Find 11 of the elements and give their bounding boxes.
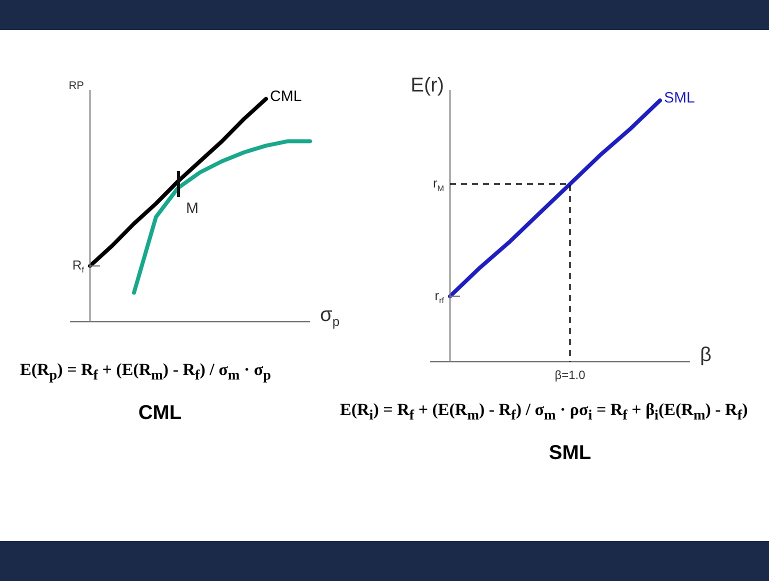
annotation: M — [186, 200, 198, 217]
text: SML — [548, 442, 592, 466]
text: CML — [138, 402, 182, 424]
text: E(R$_{p}$) = R$_{f}$ + (E(R$_{m}$) - R$_{f}$) / σ$_{m}$ · σ$_{p}$ — [20, 360, 271, 384]
y-axis-title: RP — [68, 80, 84, 92]
series-label: SML — [664, 90, 695, 107]
x-axis-title: β — [700, 344, 712, 366]
text: E(R$_{i}$) = R$_{f}$ + (E(R$_{m}$) - R$_{f}$) / σ$_{m}$ · ρσ$_{i}$ = R$_{f}$ + β$_{i}$(E(R$_{m}$) - R$_{f}$) — [340, 400, 748, 424]
text: β=1.0 — [554, 368, 586, 382]
series-label: CML — [270, 88, 302, 106]
y-axis-title: E(r) — [410, 74, 444, 97]
